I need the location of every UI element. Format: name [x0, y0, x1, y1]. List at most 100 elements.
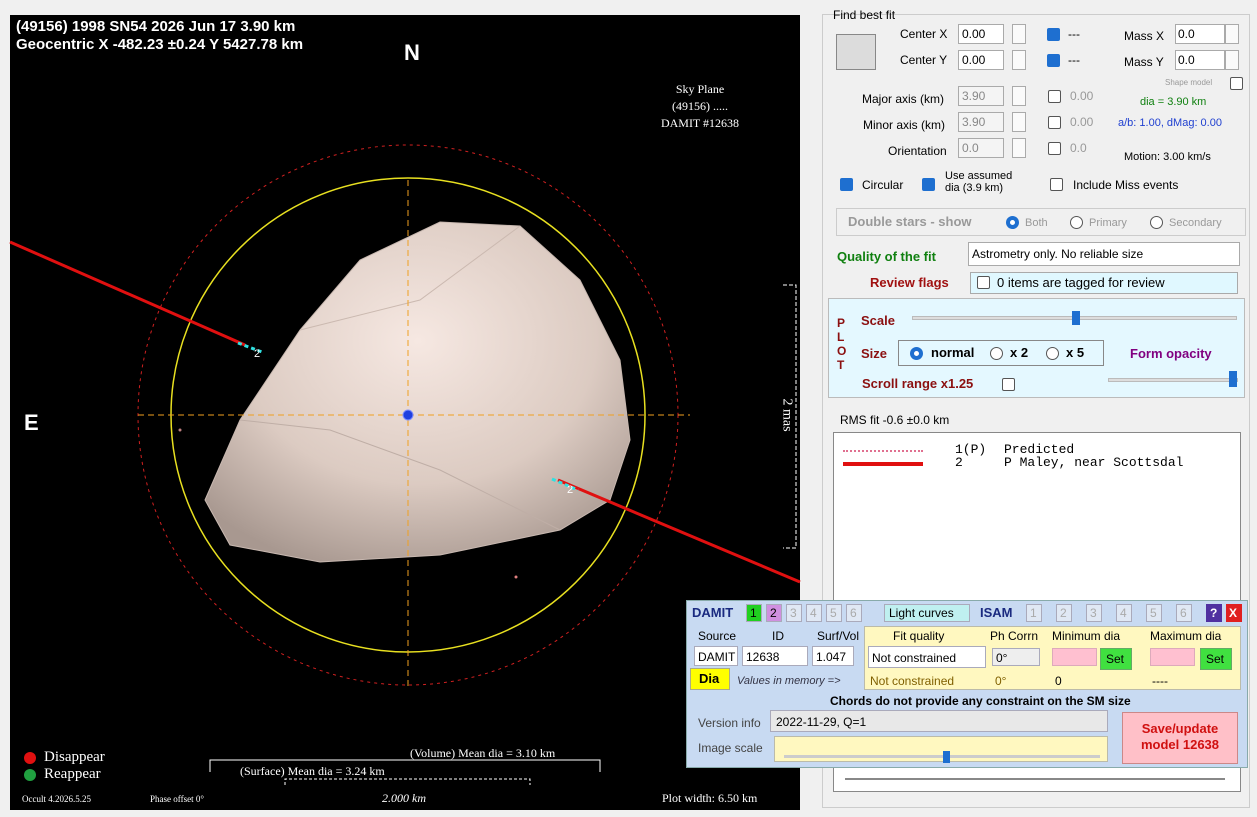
- model-number: 4: [810, 606, 817, 620]
- dia-input[interactable]: [1150, 648, 1195, 666]
- radio-button[interactable]: [1150, 216, 1163, 229]
- model-button[interactable]: [766, 604, 782, 622]
- memory-value: Not constrained: [870, 674, 955, 688]
- radio-button[interactable]: [1046, 347, 1059, 360]
- slider-thumb[interactable]: [1072, 311, 1080, 325]
- image-scale-slider[interactable]: [774, 736, 1108, 762]
- spinner[interactable]: [1012, 50, 1026, 70]
- model-button[interactable]: [1026, 604, 1042, 622]
- plot-letter: T: [837, 358, 845, 372]
- input-box[interactable]: [1175, 24, 1225, 44]
- dropdown-value: Astrometry only. No reliable size: [972, 247, 1144, 261]
- checkbox[interactable]: [1048, 142, 1061, 155]
- checkbox[interactable]: [1050, 178, 1063, 191]
- checkbox[interactable]: [840, 178, 853, 191]
- help-button[interactable]: [1206, 604, 1222, 622]
- model-button[interactable]: [1146, 604, 1162, 622]
- help-label: ?: [1210, 606, 1218, 620]
- dropdown[interactable]: [868, 646, 986, 668]
- light-curves-button[interactable]: [884, 604, 970, 622]
- checkbox[interactable]: [1002, 378, 1015, 391]
- angular-scale-bar: [783, 284, 797, 549]
- field-value: 3.90: [962, 115, 986, 129]
- fit-button[interactable]: [836, 34, 876, 70]
- column-header: Maximum dia: [1150, 629, 1222, 643]
- uncertainty-label: 0.00: [1070, 115, 1094, 129]
- opacity-label: Form opacity: [1130, 346, 1212, 361]
- memory-label: Values in memory =>: [737, 675, 841, 687]
- value-box: [742, 646, 808, 666]
- checkbox[interactable]: [1048, 90, 1061, 103]
- model-button[interactable]: [786, 604, 802, 622]
- slider-track[interactable]: [1108, 378, 1238, 382]
- checkbox-label: Use assumed dia (3.9 km): [945, 170, 1013, 194]
- spinner[interactable]: [1012, 138, 1026, 158]
- radio-button[interactable]: [990, 347, 1003, 360]
- plot-width: Plot width: 6.50 km: [662, 791, 758, 805]
- column-header: Fit quality: [893, 629, 945, 643]
- checkbox[interactable]: [1047, 28, 1060, 41]
- field-value: 0.0: [962, 141, 979, 155]
- value-text: DAMIT: [698, 650, 736, 664]
- radio-label: Primary: [1089, 217, 1127, 229]
- slider-thumb[interactable]: [943, 751, 950, 763]
- checkbox[interactable]: [1230, 77, 1243, 90]
- input-box[interactable]: [958, 86, 1004, 106]
- version-label: Occult 4.2026.5.25: [22, 794, 91, 804]
- checkbox[interactable]: [922, 178, 935, 191]
- close-button[interactable]: [1226, 604, 1242, 622]
- dia-button[interactable]: [690, 668, 730, 690]
- set-button[interactable]: [1100, 648, 1132, 670]
- model-number: 1: [750, 606, 757, 620]
- input-box[interactable]: [1175, 50, 1225, 70]
- model-button[interactable]: [826, 604, 842, 622]
- double-stars-group: [836, 208, 1246, 236]
- spinner[interactable]: [1012, 86, 1026, 106]
- checkbox[interactable]: [977, 276, 990, 289]
- model-button[interactable]: [1116, 604, 1132, 622]
- scroll-label: Scroll range x1.25: [862, 376, 974, 391]
- model-button[interactable]: [846, 604, 862, 622]
- input-box[interactable]: [958, 50, 1004, 70]
- field-label: Version info: [698, 716, 761, 730]
- scale-bar-label: 2.000 km: [382, 791, 426, 805]
- chord: [9, 240, 246, 347]
- input-box[interactable]: [958, 112, 1004, 132]
- model-button[interactable]: [746, 604, 762, 622]
- model-button[interactable]: [1176, 604, 1192, 622]
- slider-thumb[interactable]: [1229, 371, 1237, 387]
- dropdown[interactable]: [968, 242, 1240, 266]
- flag-label: ---: [1068, 53, 1080, 67]
- chord-error: [551, 477, 579, 492]
- checkbox[interactable]: [1048, 116, 1061, 129]
- model-button[interactable]: [1056, 604, 1072, 622]
- button-label: Set: [1106, 652, 1125, 666]
- shape-model: [204, 221, 631, 563]
- checkbox[interactable]: [1047, 54, 1060, 67]
- spinner[interactable]: [1012, 24, 1026, 44]
- constraint-note: Chords do not provide any constraint on …: [830, 694, 1131, 708]
- model-number: 6: [850, 606, 857, 620]
- dia-input[interactable]: [1052, 648, 1097, 666]
- radio-button[interactable]: [910, 347, 923, 360]
- spinner[interactable]: [1225, 24, 1239, 44]
- model-button[interactable]: [1086, 604, 1102, 622]
- input-box[interactable]: [958, 138, 1004, 158]
- spinner[interactable]: [1225, 50, 1239, 70]
- volume-bar: [209, 759, 601, 772]
- field-value: 3.90: [962, 89, 986, 103]
- separator: [845, 778, 1225, 780]
- size-options: [898, 340, 1104, 366]
- legend-label: Disappear: [44, 749, 105, 765]
- set-button[interactable]: [1200, 648, 1232, 670]
- radio-button[interactable]: [1006, 216, 1019, 229]
- model-button[interactable]: [806, 604, 822, 622]
- chord-error: [237, 341, 263, 354]
- spinner[interactable]: [1012, 112, 1026, 132]
- radio-button[interactable]: [1070, 216, 1083, 229]
- button-label: Dia: [699, 671, 720, 686]
- version-box: [770, 710, 1108, 732]
- slider-track: [784, 755, 1100, 758]
- input-box[interactable]: [958, 24, 1004, 44]
- save-button[interactable]: [1122, 712, 1238, 764]
